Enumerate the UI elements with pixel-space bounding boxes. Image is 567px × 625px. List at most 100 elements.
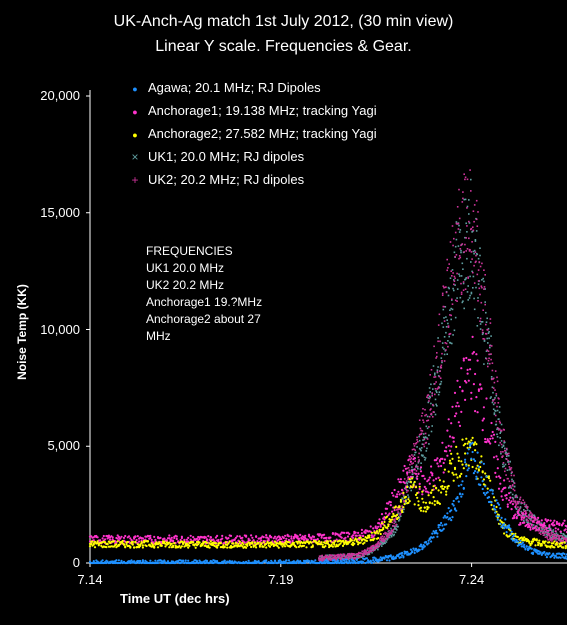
- data-point: [443, 320, 446, 322]
- data-point: [106, 543, 109, 546]
- data-point: [480, 455, 483, 458]
- data-point: [455, 445, 458, 448]
- data-point: [396, 493, 399, 496]
- data-point: [347, 558, 349, 560]
- data-point: [521, 511, 523, 514]
- data-point: [260, 539, 263, 542]
- data-point: [428, 387, 431, 389]
- data-point: [421, 497, 424, 500]
- data-point: [323, 533, 326, 536]
- data-point: [420, 449, 422, 452]
- data-point: [135, 538, 138, 542]
- data-point: [466, 372, 469, 375]
- data-point: [547, 539, 550, 541]
- data-point: [382, 540, 384, 543]
- data-point: [129, 537, 132, 540]
- data-point: [563, 534, 566, 536]
- data-point: [287, 559, 290, 562]
- data-point: [369, 550, 371, 552]
- data-point: [445, 446, 448, 449]
- data-point: [536, 519, 538, 521]
- data-point: [445, 493, 448, 496]
- data-point: [441, 524, 444, 527]
- data-point: [423, 456, 426, 459]
- data-point: [245, 535, 248, 538]
- data-point: [419, 506, 423, 509]
- data-point: [318, 540, 321, 543]
- data-point: [168, 546, 171, 549]
- data-point: [419, 470, 423, 473]
- data-point: [340, 536, 343, 539]
- data-point: [427, 542, 430, 545]
- data-point: [488, 357, 490, 360]
- data-point: [445, 523, 448, 526]
- data-point: [350, 555, 353, 558]
- data-point: [442, 308, 445, 311]
- annotation-line: Anchorage2 about 27: [146, 312, 261, 326]
- data-point: [153, 546, 156, 549]
- data-point: [93, 540, 97, 543]
- data-point: [529, 522, 532, 525]
- data-point: [474, 470, 477, 473]
- data-point: [503, 465, 505, 467]
- data-point: [471, 270, 473, 273]
- data-point: [462, 282, 465, 285]
- data-point: [471, 441, 474, 444]
- data-point: [366, 548, 369, 550]
- data-point: [417, 460, 420, 463]
- data-point: [398, 515, 400, 518]
- data-point: [241, 541, 244, 545]
- data-point: [475, 199, 478, 202]
- data-point: [270, 536, 273, 539]
- data-point: [450, 307, 452, 310]
- data-point: [448, 449, 452, 452]
- data-point: [119, 537, 122, 540]
- data-point: [564, 539, 567, 541]
- data-point: [394, 505, 397, 508]
- data-point: [427, 401, 430, 404]
- data-point: [282, 543, 285, 546]
- data-point: [458, 273, 460, 275]
- data-point: [485, 311, 487, 314]
- data-point: [353, 539, 356, 542]
- data-point: [198, 541, 201, 544]
- data-point: [440, 364, 443, 367]
- data-point: [413, 468, 416, 471]
- data-point: [409, 548, 412, 551]
- data-point: [468, 250, 471, 252]
- data-point: [265, 542, 268, 546]
- data-point: [373, 537, 376, 540]
- data-point: [466, 248, 469, 250]
- data-point: [411, 469, 414, 472]
- data-point: [208, 561, 211, 565]
- data-point: [562, 522, 565, 525]
- data-point: [448, 335, 450, 338]
- data-point: [404, 467, 407, 470]
- data-point: [386, 536, 388, 538]
- data-point: [403, 499, 405, 502]
- data-point: [422, 510, 425, 513]
- data-point: [430, 465, 433, 468]
- data-point: [368, 553, 371, 555]
- data-point: [494, 471, 497, 474]
- data-point: [502, 455, 504, 457]
- data-point: [564, 542, 567, 544]
- data-point: [362, 552, 365, 555]
- data-point: [424, 414, 426, 417]
- data-point: [418, 485, 421, 488]
- data-point: [340, 553, 342, 556]
- data-point: [530, 518, 532, 520]
- data-point: [447, 484, 450, 488]
- data-point: [531, 520, 535, 523]
- data-point: [430, 540, 433, 543]
- data-point: [510, 472, 513, 474]
- data-point: [493, 412, 496, 414]
- data-point: [419, 427, 422, 430]
- data-point: [402, 469, 405, 472]
- data-point: [116, 540, 119, 543]
- data-point: [548, 525, 551, 529]
- data-point: [424, 408, 426, 411]
- y-tick-label: 15,000: [40, 204, 80, 220]
- data-point: [422, 408, 424, 410]
- data-point: [406, 474, 409, 476]
